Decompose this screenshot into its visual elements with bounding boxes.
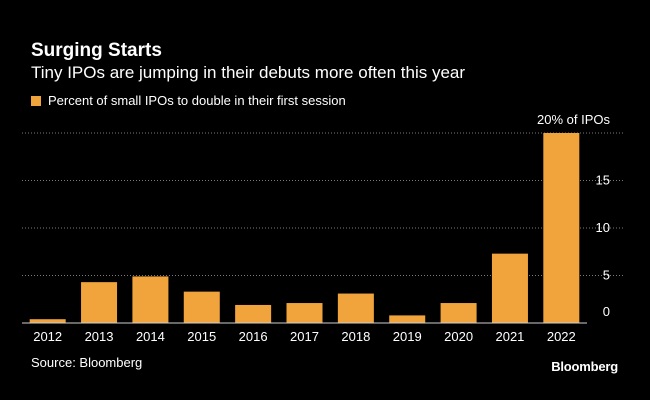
bar <box>337 293 374 323</box>
bar <box>29 319 66 323</box>
bar <box>389 315 426 323</box>
bar <box>543 133 580 323</box>
chart-subtitle: Tiny IPOs are jumping in their debuts mo… <box>31 63 466 82</box>
bar <box>81 282 118 323</box>
x-tick-label: 2018 <box>341 329 370 344</box>
x-tick-label: 2013 <box>85 329 114 344</box>
bar <box>183 291 220 323</box>
legend-swatch <box>31 95 41 106</box>
bloomberg-logo: Bloomberg <box>551 359 618 374</box>
x-tick-label: 2015 <box>187 329 216 344</box>
y-tick-label: 10 <box>596 220 610 235</box>
y-tick-label: 15 <box>596 173 610 188</box>
y-top-label: 20% of IPOs <box>537 112 610 127</box>
bar <box>132 276 169 323</box>
x-tick-label: 2019 <box>393 329 422 344</box>
x-tick-label: 2020 <box>444 329 473 344</box>
bar <box>440 303 477 323</box>
y-tick-label: 0 <box>603 304 610 319</box>
source-note: Source: Bloomberg <box>31 355 143 370</box>
y-tick-label: 5 <box>603 268 610 283</box>
bar <box>491 253 528 323</box>
x-tick-label: 2017 <box>290 329 319 344</box>
chart-title: Surging Starts <box>31 40 162 61</box>
x-tick-label: 2022 <box>547 329 576 344</box>
x-tick-label: 2021 <box>495 329 524 344</box>
x-tick-label: 2014 <box>136 329 165 344</box>
x-tick-label: 2012 <box>33 329 62 344</box>
bar <box>286 303 323 323</box>
legend-label: Percent of small IPOs to double in their… <box>48 93 346 108</box>
legend: Percent of small IPOs to double in their… <box>31 93 346 108</box>
x-tick-label: 2016 <box>239 329 268 344</box>
bar <box>235 304 272 323</box>
